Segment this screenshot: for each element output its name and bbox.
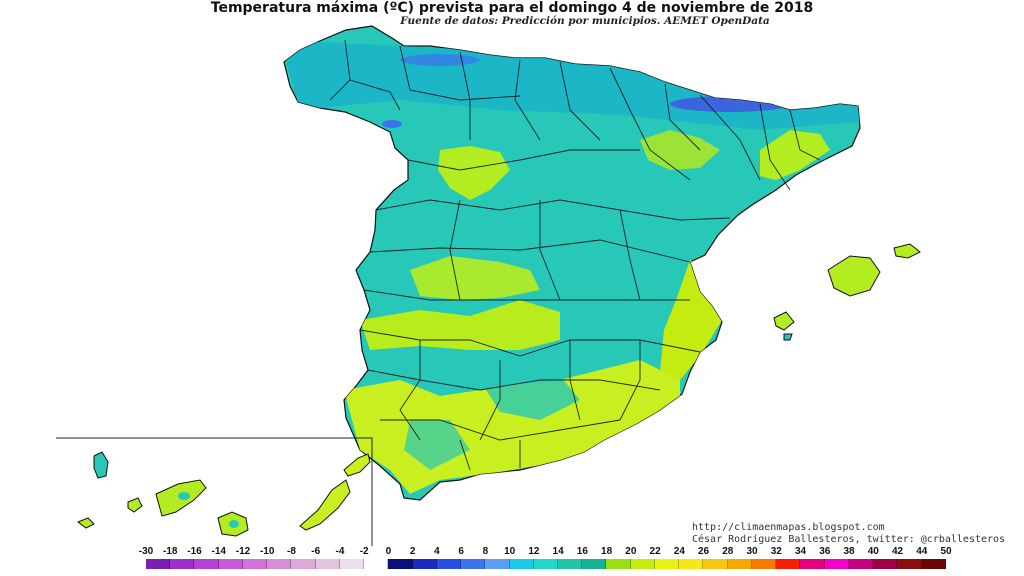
legend-swatch bbox=[800, 559, 825, 569]
map-subtitle: Fuente de datos: Predicción por municipi… bbox=[400, 15, 770, 27]
island-menorca bbox=[893, 243, 921, 259]
legend-label: -4 bbox=[335, 546, 345, 557]
island-formentera bbox=[783, 333, 793, 341]
legend-label: 38 bbox=[843, 546, 855, 557]
teal-patch-andalucia bbox=[480, 376, 580, 420]
legend-label: -16 bbox=[187, 546, 202, 557]
warm-zone-tajo bbox=[410, 256, 540, 300]
cold-spot-galicia bbox=[382, 120, 402, 128]
legend-swatch bbox=[533, 559, 558, 569]
canary-inset bbox=[56, 437, 373, 546]
legend-label: 30 bbox=[746, 546, 758, 557]
island-ibiza bbox=[773, 311, 795, 331]
legend-swatch bbox=[824, 559, 849, 569]
legend-swatch bbox=[606, 559, 631, 569]
legend-swatch bbox=[461, 559, 486, 569]
legend-label: 10 bbox=[504, 546, 516, 557]
map-title: Temperatura máxima (ºC) prevista para el… bbox=[210, 0, 814, 16]
legend-label: -2 bbox=[359, 546, 369, 557]
legend-label: -6 bbox=[311, 546, 321, 557]
legend-label: 32 bbox=[770, 546, 782, 557]
legend-swatch bbox=[218, 559, 243, 569]
legend-label: 14 bbox=[552, 546, 564, 557]
legend-label: -8 bbox=[287, 546, 296, 557]
legend-swatch bbox=[315, 559, 340, 569]
legend-swatch bbox=[267, 559, 292, 569]
legend-label: 20 bbox=[625, 546, 637, 557]
legend-label: 40 bbox=[867, 546, 879, 557]
legend-label: -10 bbox=[259, 546, 275, 557]
legend-label: -30 bbox=[138, 546, 154, 557]
warm-zone-ebro bbox=[640, 130, 720, 170]
warm-zone-catalonia bbox=[760, 130, 830, 180]
island-la-palma bbox=[93, 451, 109, 479]
legend-label: 34 bbox=[794, 546, 807, 557]
legend-swatch bbox=[703, 559, 728, 569]
legend-swatch bbox=[630, 559, 655, 569]
legend-swatch bbox=[557, 559, 583, 569]
legend-swatch bbox=[897, 559, 922, 569]
legend-swatch bbox=[509, 559, 534, 569]
legend-label: 4 bbox=[434, 546, 440, 557]
legend-label: 26 bbox=[698, 546, 710, 557]
legend-label: 12 bbox=[528, 546, 540, 557]
legend-swatch bbox=[412, 559, 437, 569]
legend-label: 44 bbox=[916, 546, 928, 557]
credits-author: César Rodríguez Ballesteros, twitter: @c… bbox=[692, 534, 1006, 545]
credits: http://climaenmapas.blogspot.com César R… bbox=[692, 522, 1005, 546]
legend-label: 8 bbox=[482, 546, 489, 557]
legend-swatch bbox=[388, 559, 413, 569]
legend-label: 36 bbox=[819, 546, 831, 557]
credits-blog: http://climaenmapas.blogspot.com bbox=[692, 522, 885, 533]
legend-swatch bbox=[751, 559, 777, 569]
legend-label: 16 bbox=[576, 546, 588, 557]
legend-label: -12 bbox=[235, 546, 251, 557]
island-la-gomera bbox=[127, 497, 143, 513]
warm-zone-duero bbox=[438, 146, 510, 200]
cold-spot-picos bbox=[400, 54, 480, 66]
inset-frame bbox=[56, 437, 373, 546]
legend-label: 6 bbox=[458, 546, 464, 557]
legend-label: 0 bbox=[385, 546, 392, 557]
province-borders bbox=[329, 39, 821, 471]
legend-swatch bbox=[170, 559, 195, 569]
legend-swatch bbox=[242, 559, 268, 569]
legend-label: -14 bbox=[211, 546, 226, 557]
legend-swatch bbox=[146, 559, 171, 569]
legend-label: 18 bbox=[601, 546, 613, 557]
legend-swatch bbox=[776, 559, 801, 569]
legend-swatch bbox=[921, 559, 946, 569]
legend-swatch bbox=[727, 559, 752, 569]
legend-swatch bbox=[291, 559, 316, 569]
island-lanzarote bbox=[343, 453, 371, 477]
island-mallorca bbox=[827, 255, 881, 297]
legend-swatch bbox=[582, 559, 607, 569]
legend-swatch bbox=[194, 559, 219, 569]
island-fuerteventura bbox=[299, 479, 351, 531]
legend-swatch bbox=[485, 559, 510, 569]
warm-zone-guadiana bbox=[360, 300, 560, 350]
gran-canaria-peak bbox=[229, 520, 239, 528]
legend-swatch bbox=[679, 559, 704, 569]
legend-swatch bbox=[848, 559, 874, 569]
legend-label: 42 bbox=[891, 546, 904, 557]
legend-swatch bbox=[364, 559, 389, 569]
legend-label: 50 bbox=[940, 546, 952, 557]
legend-swatch bbox=[339, 559, 365, 569]
teide-peak bbox=[178, 492, 190, 500]
teal-patch-cadiz bbox=[404, 420, 470, 470]
legend-labels: -30 -18 -16 -14 -12 -10 -8 -6 -4 -2 0 2 4 6 8 10 12 14 16 1… bbox=[0, 546, 1024, 558]
legend-label: 28 bbox=[722, 546, 734, 557]
legend-bar bbox=[146, 559, 946, 569]
legend-label: 24 bbox=[673, 546, 685, 557]
legend-swatch bbox=[436, 559, 462, 569]
balearic-islands bbox=[773, 243, 921, 341]
legend-label: 22 bbox=[649, 546, 661, 557]
legend-swatch bbox=[654, 559, 680, 569]
legend-swatch bbox=[873, 559, 898, 569]
legend-label: 2 bbox=[409, 546, 416, 557]
legend-label: -18 bbox=[163, 546, 178, 557]
island-el-hierro bbox=[76, 517, 95, 529]
